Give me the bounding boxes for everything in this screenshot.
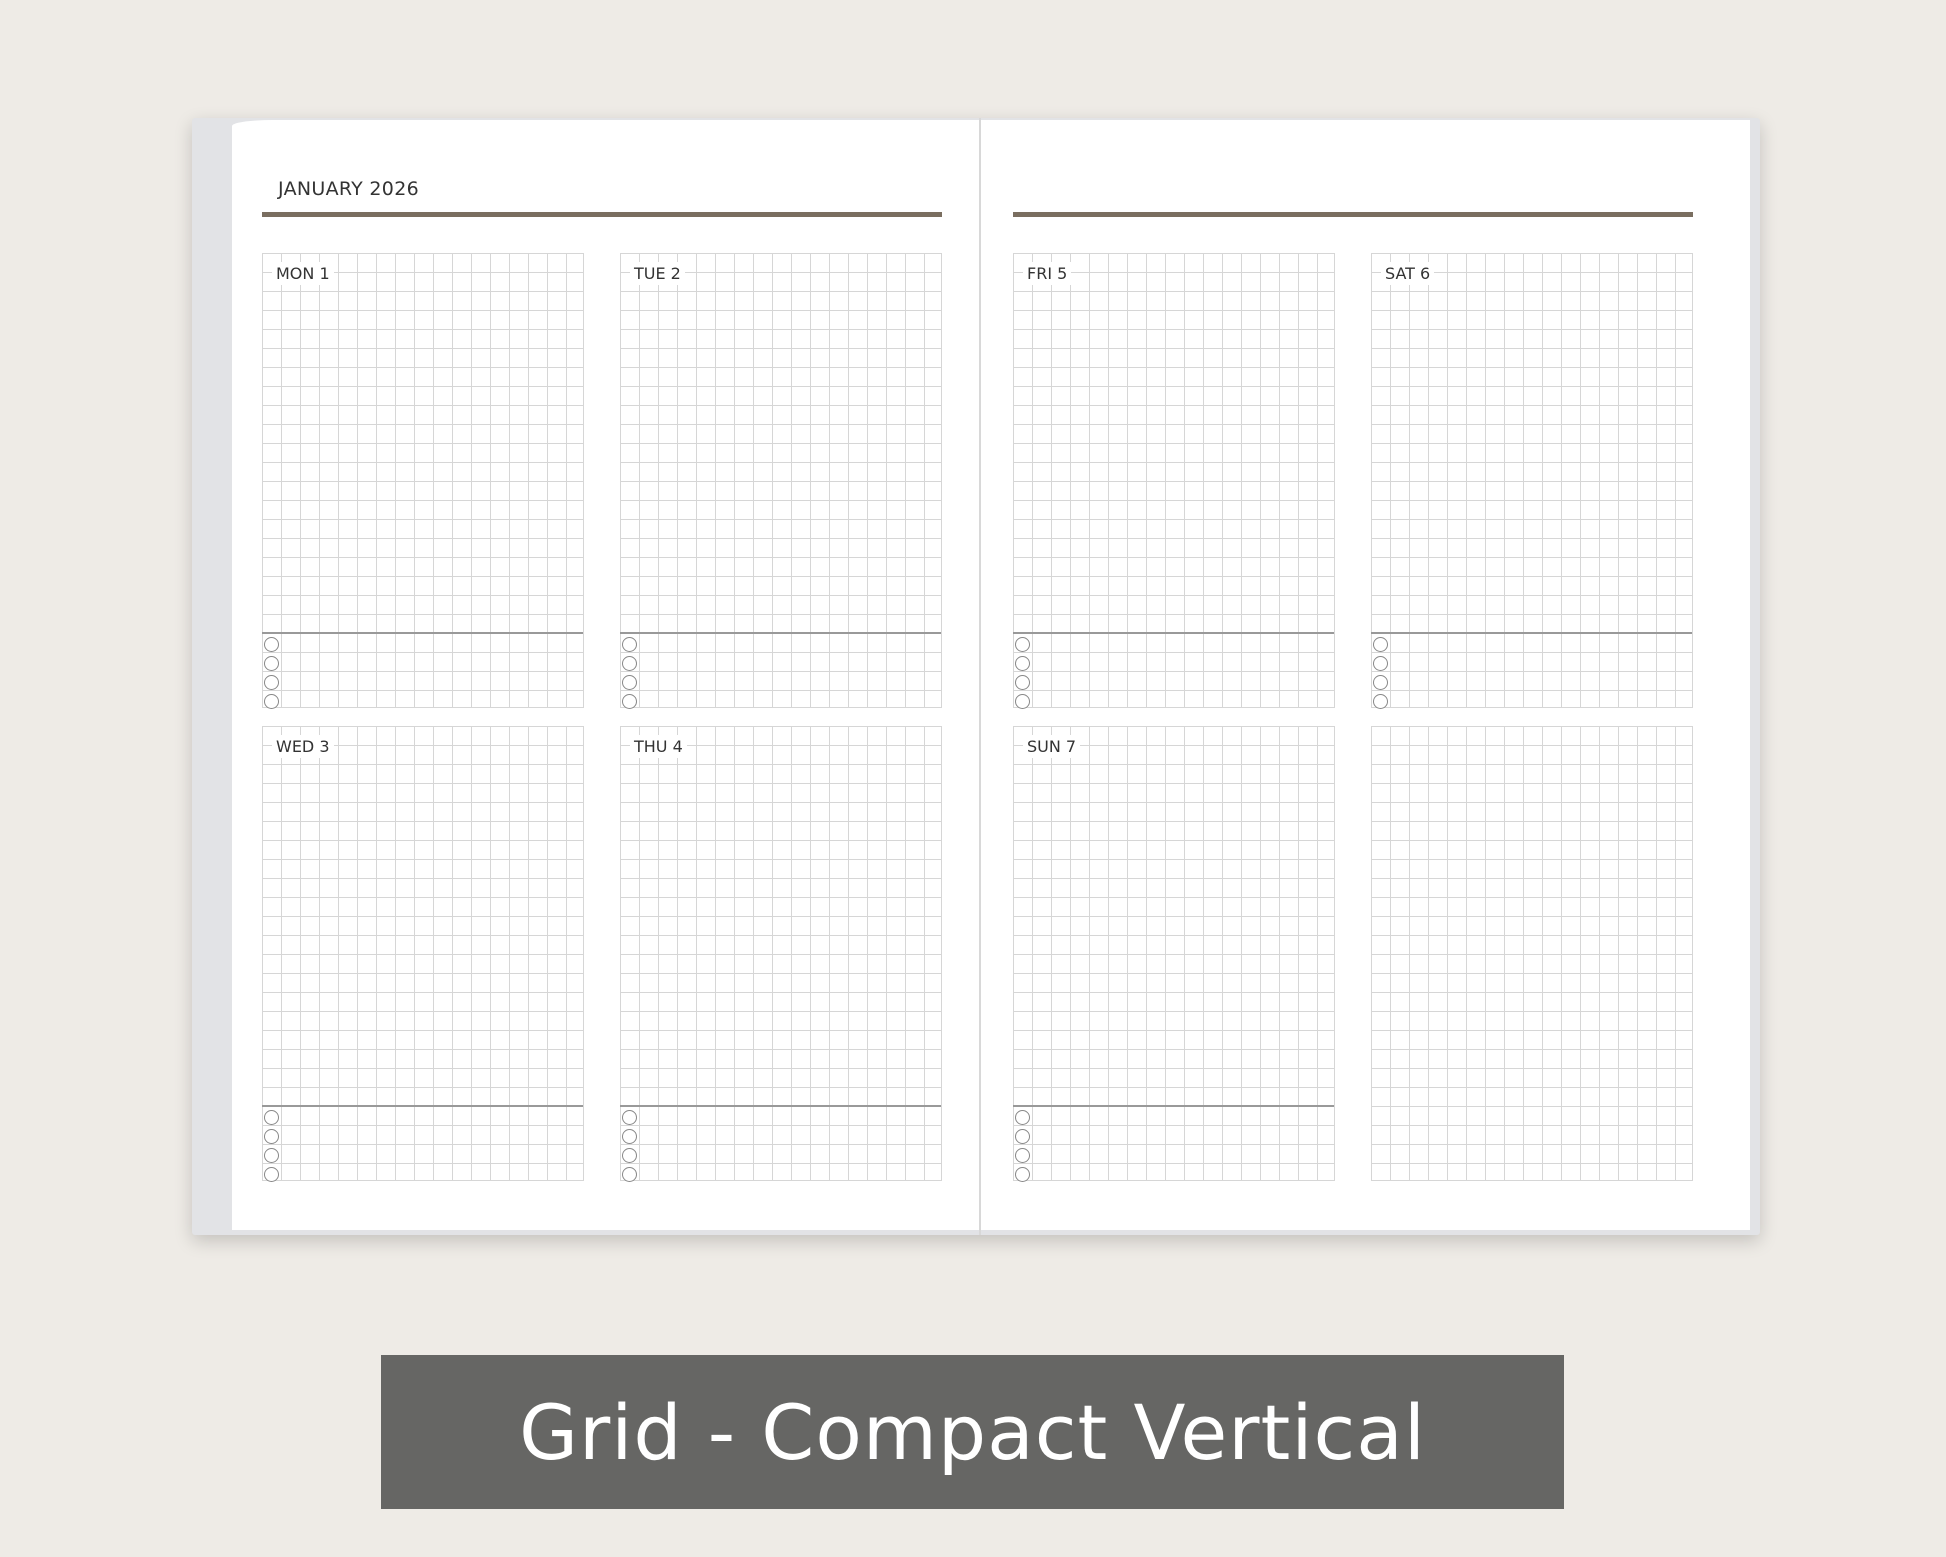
checkbox-circle-icon[interactable] — [1015, 637, 1030, 652]
checkbox-circle-icon[interactable] — [1015, 1110, 1030, 1125]
checkbox-circle-icon[interactable] — [622, 1167, 637, 1182]
day-label: SAT 6 — [1381, 262, 1435, 285]
checkbox-circle-icon[interactable] — [622, 637, 637, 652]
day-label: WED 3 — [272, 735, 334, 758]
task-divider — [262, 632, 583, 634]
task-divider — [262, 1105, 583, 1107]
task-divider — [620, 1105, 941, 1107]
day-panel[interactable] — [1371, 726, 1693, 1181]
day-panel[interactable]: SAT 6 — [1371, 253, 1693, 709]
month-header: JANUARY 2026 — [278, 178, 419, 200]
task-divider — [1371, 632, 1692, 634]
checkbox-circle-icon[interactable] — [622, 1129, 637, 1144]
checkbox-circle-icon[interactable] — [1373, 675, 1388, 690]
task-divider — [1013, 1105, 1334, 1107]
checkbox-circle-icon[interactable] — [264, 694, 279, 709]
task-checklist — [1015, 1110, 1030, 1186]
day-label: THU 4 — [630, 735, 687, 758]
day-panel[interactable]: THU 4 — [620, 726, 942, 1182]
checkbox-circle-icon[interactable] — [622, 675, 637, 690]
day-panel[interactable]: SUN 7 — [1013, 726, 1335, 1182]
checkbox-circle-icon[interactable] — [622, 694, 637, 709]
task-checklist — [1015, 637, 1030, 713]
checkbox-circle-icon[interactable] — [1015, 1148, 1030, 1163]
checkbox-circle-icon[interactable] — [264, 656, 279, 671]
day-panel[interactable]: MON 1 — [262, 253, 584, 709]
checkbox-circle-icon[interactable] — [1015, 694, 1030, 709]
task-divider — [1013, 632, 1334, 634]
checkbox-circle-icon[interactable] — [1373, 656, 1388, 671]
checkbox-circle-icon[interactable] — [264, 1148, 279, 1163]
checkbox-circle-icon[interactable] — [264, 1129, 279, 1144]
checkbox-circle-icon[interactable] — [264, 675, 279, 690]
checkbox-circle-icon[interactable] — [1373, 637, 1388, 652]
checkbox-circle-icon[interactable] — [622, 1110, 637, 1125]
caption-banner: Grid - Compact Vertical — [381, 1355, 1564, 1509]
header-rule-left — [262, 212, 942, 217]
day-label: MON 1 — [272, 262, 334, 285]
day-label: FRI 5 — [1023, 262, 1072, 285]
book-spine — [979, 118, 981, 1235]
checkbox-circle-icon[interactable] — [264, 1110, 279, 1125]
checkbox-circle-icon[interactable] — [1373, 694, 1388, 709]
task-checklist — [622, 637, 637, 713]
day-panel[interactable]: WED 3 — [262, 726, 584, 1182]
task-checklist — [622, 1110, 637, 1186]
checkbox-circle-icon[interactable] — [1015, 675, 1030, 690]
checkbox-circle-icon[interactable] — [622, 656, 637, 671]
checkbox-circle-icon[interactable] — [264, 637, 279, 652]
task-checklist — [264, 1110, 279, 1186]
checkbox-circle-icon[interactable] — [622, 1148, 637, 1163]
task-divider — [620, 632, 941, 634]
header-rule-right — [1013, 212, 1693, 217]
day-panel[interactable]: TUE 2 — [620, 253, 942, 709]
day-label: TUE 2 — [630, 262, 685, 285]
checkbox-circle-icon[interactable] — [264, 1167, 279, 1182]
task-checklist — [264, 637, 279, 713]
task-checklist — [1373, 637, 1388, 713]
checkbox-circle-icon[interactable] — [1015, 1129, 1030, 1144]
day-label: SUN 7 — [1023, 735, 1081, 758]
day-panel[interactable]: FRI 5 — [1013, 253, 1335, 709]
checkbox-circle-icon[interactable] — [1015, 1167, 1030, 1182]
checkbox-circle-icon[interactable] — [1015, 656, 1030, 671]
